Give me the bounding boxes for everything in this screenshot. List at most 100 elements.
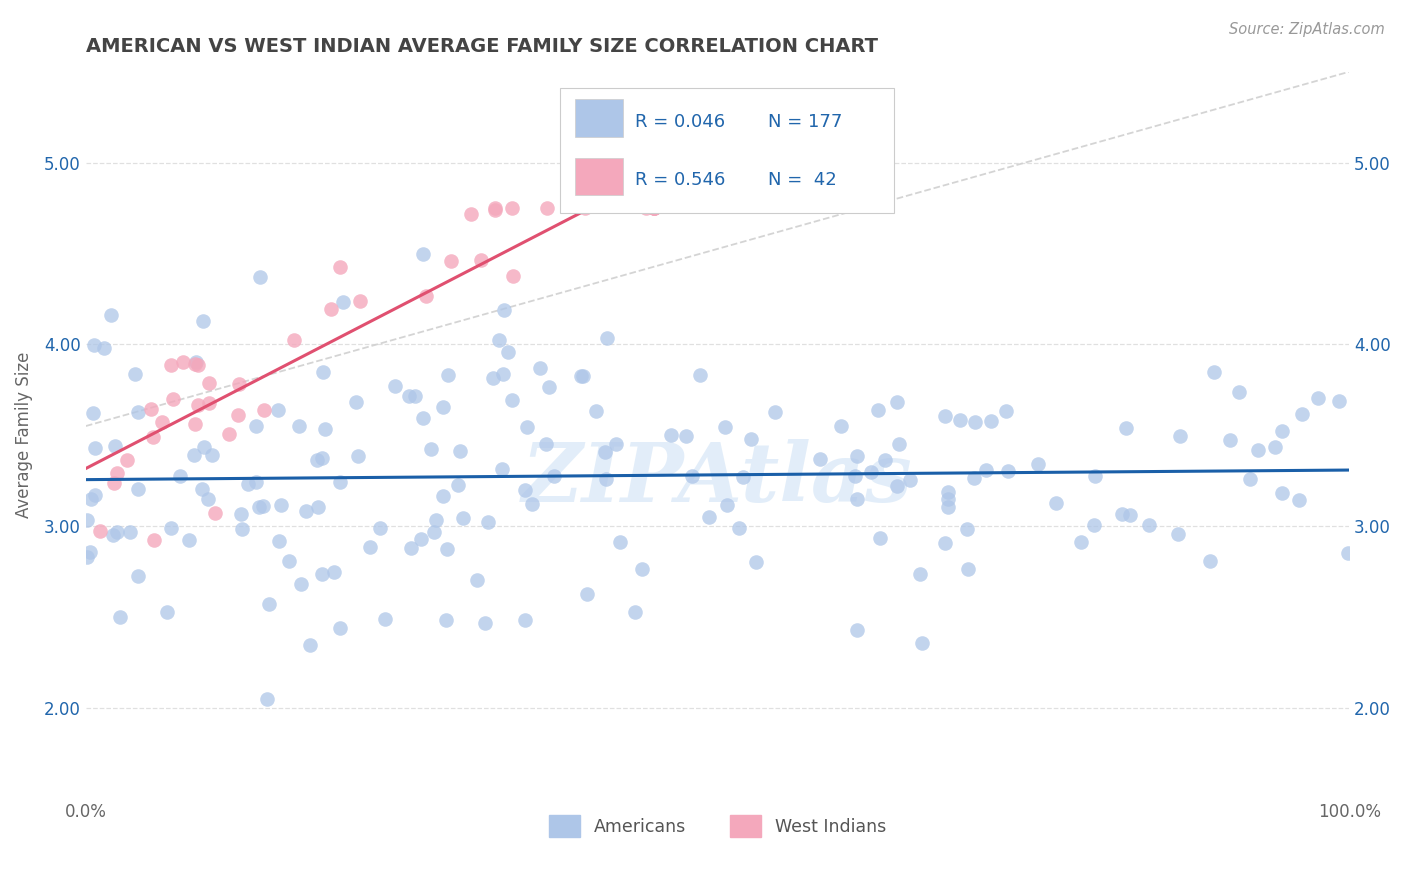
Point [314,422,336,436]
Point [484,201,506,215]
Point [898,474,921,488]
Point [368,521,391,535]
Point [307,500,329,514]
Point [124,368,146,382]
Point [643,201,665,215]
Point [963,471,986,485]
Point [1263,440,1285,454]
Point [288,418,311,433]
Point [184,417,207,431]
Point [415,289,437,303]
Point [997,464,1019,478]
Point [329,260,352,274]
Point [477,516,499,530]
Point [936,500,959,514]
Point [846,623,869,637]
Point [197,491,219,506]
Point [228,376,250,391]
Point [520,497,543,511]
Point [585,404,607,418]
Point [1247,442,1270,457]
Point [697,509,720,524]
Point [412,411,434,425]
Point [84,488,107,502]
Point [329,621,352,635]
Point [76,513,98,527]
Point [384,379,406,393]
Point [311,567,333,582]
Point [404,389,426,403]
Point [127,569,149,583]
Point [295,504,318,518]
Point [513,483,536,497]
Point [605,437,627,451]
Point [305,453,328,467]
Point [231,522,253,536]
Point [534,436,557,450]
Point [257,597,280,611]
Point [451,511,474,525]
Point [1115,420,1137,434]
Point [127,405,149,419]
Point [193,440,215,454]
Point [118,524,141,539]
Point [169,469,191,483]
Point [409,532,432,546]
Point [1199,554,1222,568]
Point [238,477,260,491]
Point [1291,407,1313,421]
Point [714,419,737,434]
Point [936,492,959,507]
Point [187,398,209,412]
Point [482,371,505,385]
Point [432,400,454,414]
Point [492,367,515,381]
Point [321,301,343,316]
Point [440,253,463,268]
Point [1084,469,1107,483]
Point [142,533,165,548]
Text: ZIPAtlas: ZIPAtlas [522,439,912,519]
Text: R = 0.046: R = 0.046 [636,113,725,131]
Point [728,521,751,535]
Point [845,491,868,506]
Point [934,409,956,423]
Point [183,448,205,462]
Point [359,540,381,554]
Point [1271,425,1294,439]
Point [529,361,551,376]
Point [1227,385,1250,400]
Point [844,469,866,483]
Point [488,333,510,347]
Point [425,513,447,527]
Point [491,462,513,476]
Point [593,445,616,459]
Point [226,409,249,423]
Point [1239,472,1261,486]
Point [432,489,454,503]
Point [1306,391,1329,405]
Point [187,358,209,372]
Point [253,402,276,417]
Point [596,330,619,344]
Text: Source: ZipAtlas.com: Source: ZipAtlas.com [1229,22,1385,37]
Point [845,450,868,464]
Point [83,441,105,455]
Point [575,587,598,601]
Point [1137,518,1160,533]
Point [1202,365,1225,379]
Point [624,605,647,619]
Point [875,453,897,467]
Text: R = 0.546: R = 0.546 [636,171,725,189]
Point [115,453,138,467]
Point [886,479,908,493]
Point [910,566,932,581]
Point [436,541,458,556]
Point [127,482,149,496]
Point [484,202,506,217]
Point [172,355,194,369]
Point [1111,507,1133,521]
Point [82,406,104,420]
Point [976,463,998,477]
Point [501,393,523,408]
